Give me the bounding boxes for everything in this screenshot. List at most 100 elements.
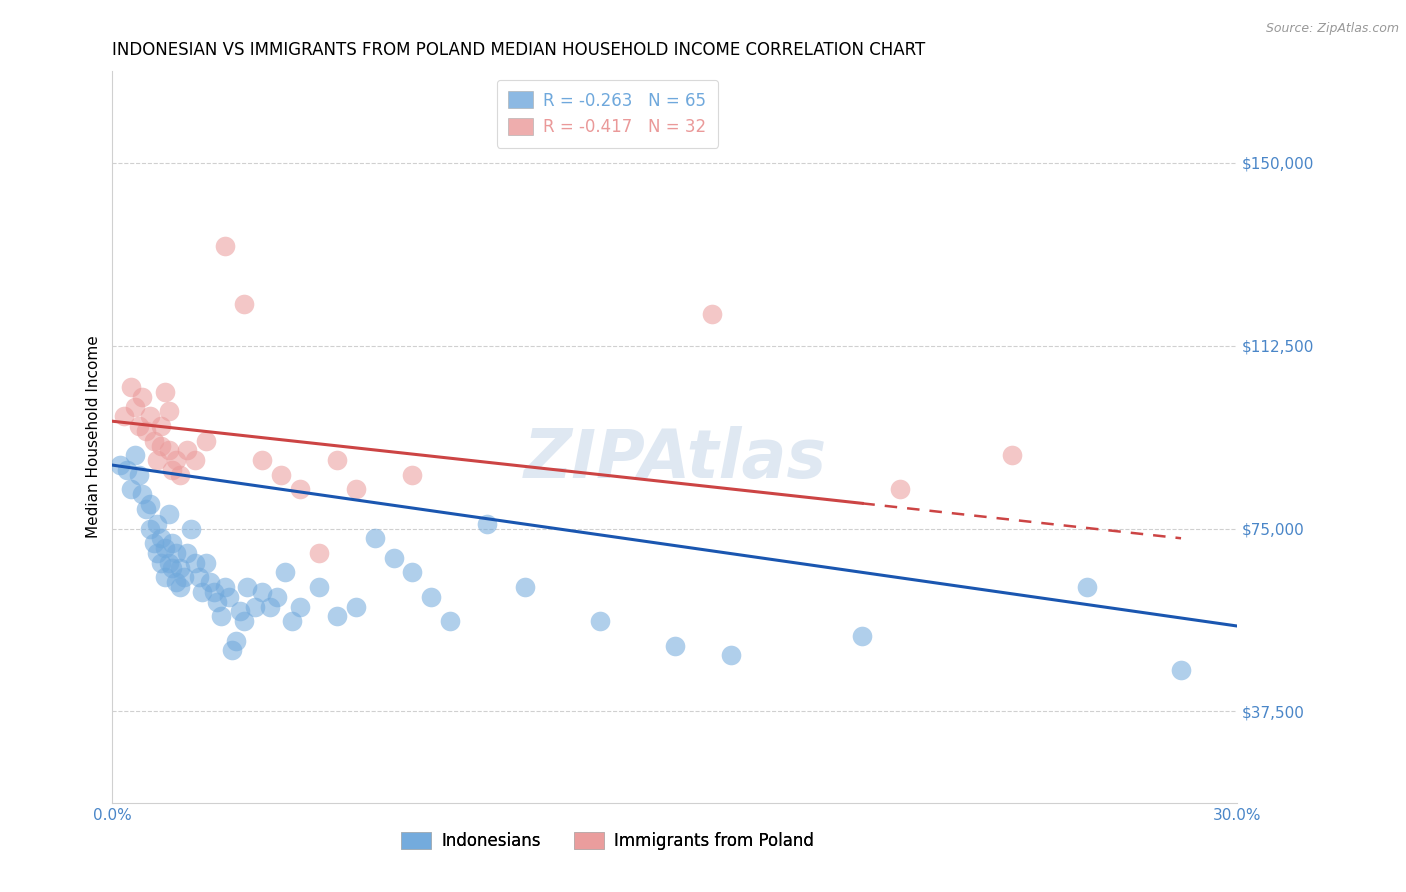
Point — [108, 458, 131, 472]
Point — [198, 575, 221, 590]
Point — [150, 556, 173, 570]
Point — [157, 443, 180, 458]
Point — [344, 483, 367, 497]
Point — [139, 521, 162, 535]
Point — [139, 497, 162, 511]
Point — [1001, 448, 1024, 462]
Point — [135, 502, 157, 516]
Point — [281, 614, 304, 628]
Point — [128, 467, 150, 482]
Legend: Indonesians, Immigrants from Poland: Indonesians, Immigrants from Poland — [391, 822, 824, 860]
Point — [124, 448, 146, 462]
Point — [169, 560, 191, 574]
Point — [702, 307, 724, 321]
Point — [150, 439, 173, 453]
Point — [401, 566, 423, 580]
Point — [209, 609, 232, 624]
Text: ZIPAtlas: ZIPAtlas — [523, 426, 827, 492]
Point — [142, 536, 165, 550]
Point — [218, 590, 240, 604]
Point — [382, 550, 405, 565]
Point — [202, 585, 225, 599]
Point — [720, 648, 742, 663]
Point — [420, 590, 443, 604]
Point — [232, 614, 254, 628]
Point — [117, 463, 139, 477]
Point — [176, 546, 198, 560]
Point — [165, 546, 187, 560]
Point — [180, 521, 202, 535]
Point — [513, 580, 536, 594]
Point — [252, 453, 274, 467]
Point — [184, 556, 207, 570]
Point — [124, 400, 146, 414]
Point — [232, 297, 254, 311]
Point — [191, 585, 214, 599]
Text: INDONESIAN VS IMMIGRANTS FROM POLAND MEDIAN HOUSEHOLD INCOME CORRELATION CHART: INDONESIAN VS IMMIGRANTS FROM POLAND MED… — [112, 41, 925, 59]
Point — [150, 531, 173, 545]
Point — [221, 643, 243, 657]
Point — [135, 424, 157, 438]
Point — [139, 409, 162, 424]
Point — [326, 609, 349, 624]
Point — [128, 419, 150, 434]
Point — [266, 590, 288, 604]
Point — [589, 614, 612, 628]
Point — [364, 531, 387, 545]
Point — [195, 434, 218, 448]
Point — [184, 453, 207, 467]
Point — [146, 546, 169, 560]
Point — [176, 443, 198, 458]
Text: Source: ZipAtlas.com: Source: ZipAtlas.com — [1265, 22, 1399, 36]
Point — [889, 483, 911, 497]
Point — [326, 453, 349, 467]
Point — [146, 516, 169, 531]
Point — [120, 380, 142, 394]
Point — [142, 434, 165, 448]
Point — [157, 556, 180, 570]
Point — [214, 580, 236, 594]
Point — [112, 409, 135, 424]
Point — [153, 384, 176, 399]
Point — [120, 483, 142, 497]
Y-axis label: Median Household Income: Median Household Income — [86, 335, 101, 539]
Point — [162, 463, 184, 477]
Point — [308, 546, 330, 560]
Point — [288, 483, 311, 497]
Point — [851, 629, 873, 643]
Point — [274, 566, 297, 580]
Point — [153, 570, 176, 584]
Point — [236, 580, 259, 594]
Point — [1076, 580, 1098, 594]
Point — [225, 633, 247, 648]
Point — [477, 516, 499, 531]
Point — [169, 467, 191, 482]
Point — [169, 580, 191, 594]
Point — [344, 599, 367, 614]
Point — [270, 467, 292, 482]
Point — [131, 390, 153, 404]
Point — [173, 570, 195, 584]
Point — [153, 541, 176, 555]
Point — [150, 419, 173, 434]
Point — [664, 639, 686, 653]
Point — [157, 507, 180, 521]
Point — [214, 238, 236, 252]
Point — [439, 614, 461, 628]
Point — [162, 536, 184, 550]
Point — [288, 599, 311, 614]
Point — [157, 404, 180, 418]
Point — [165, 453, 187, 467]
Point — [243, 599, 266, 614]
Point — [146, 453, 169, 467]
Point — [252, 585, 274, 599]
Point — [165, 575, 187, 590]
Point — [187, 570, 209, 584]
Point — [259, 599, 281, 614]
Point — [207, 594, 229, 608]
Point — [1170, 663, 1192, 677]
Point — [195, 556, 218, 570]
Point — [401, 467, 423, 482]
Point — [308, 580, 330, 594]
Point — [229, 604, 252, 618]
